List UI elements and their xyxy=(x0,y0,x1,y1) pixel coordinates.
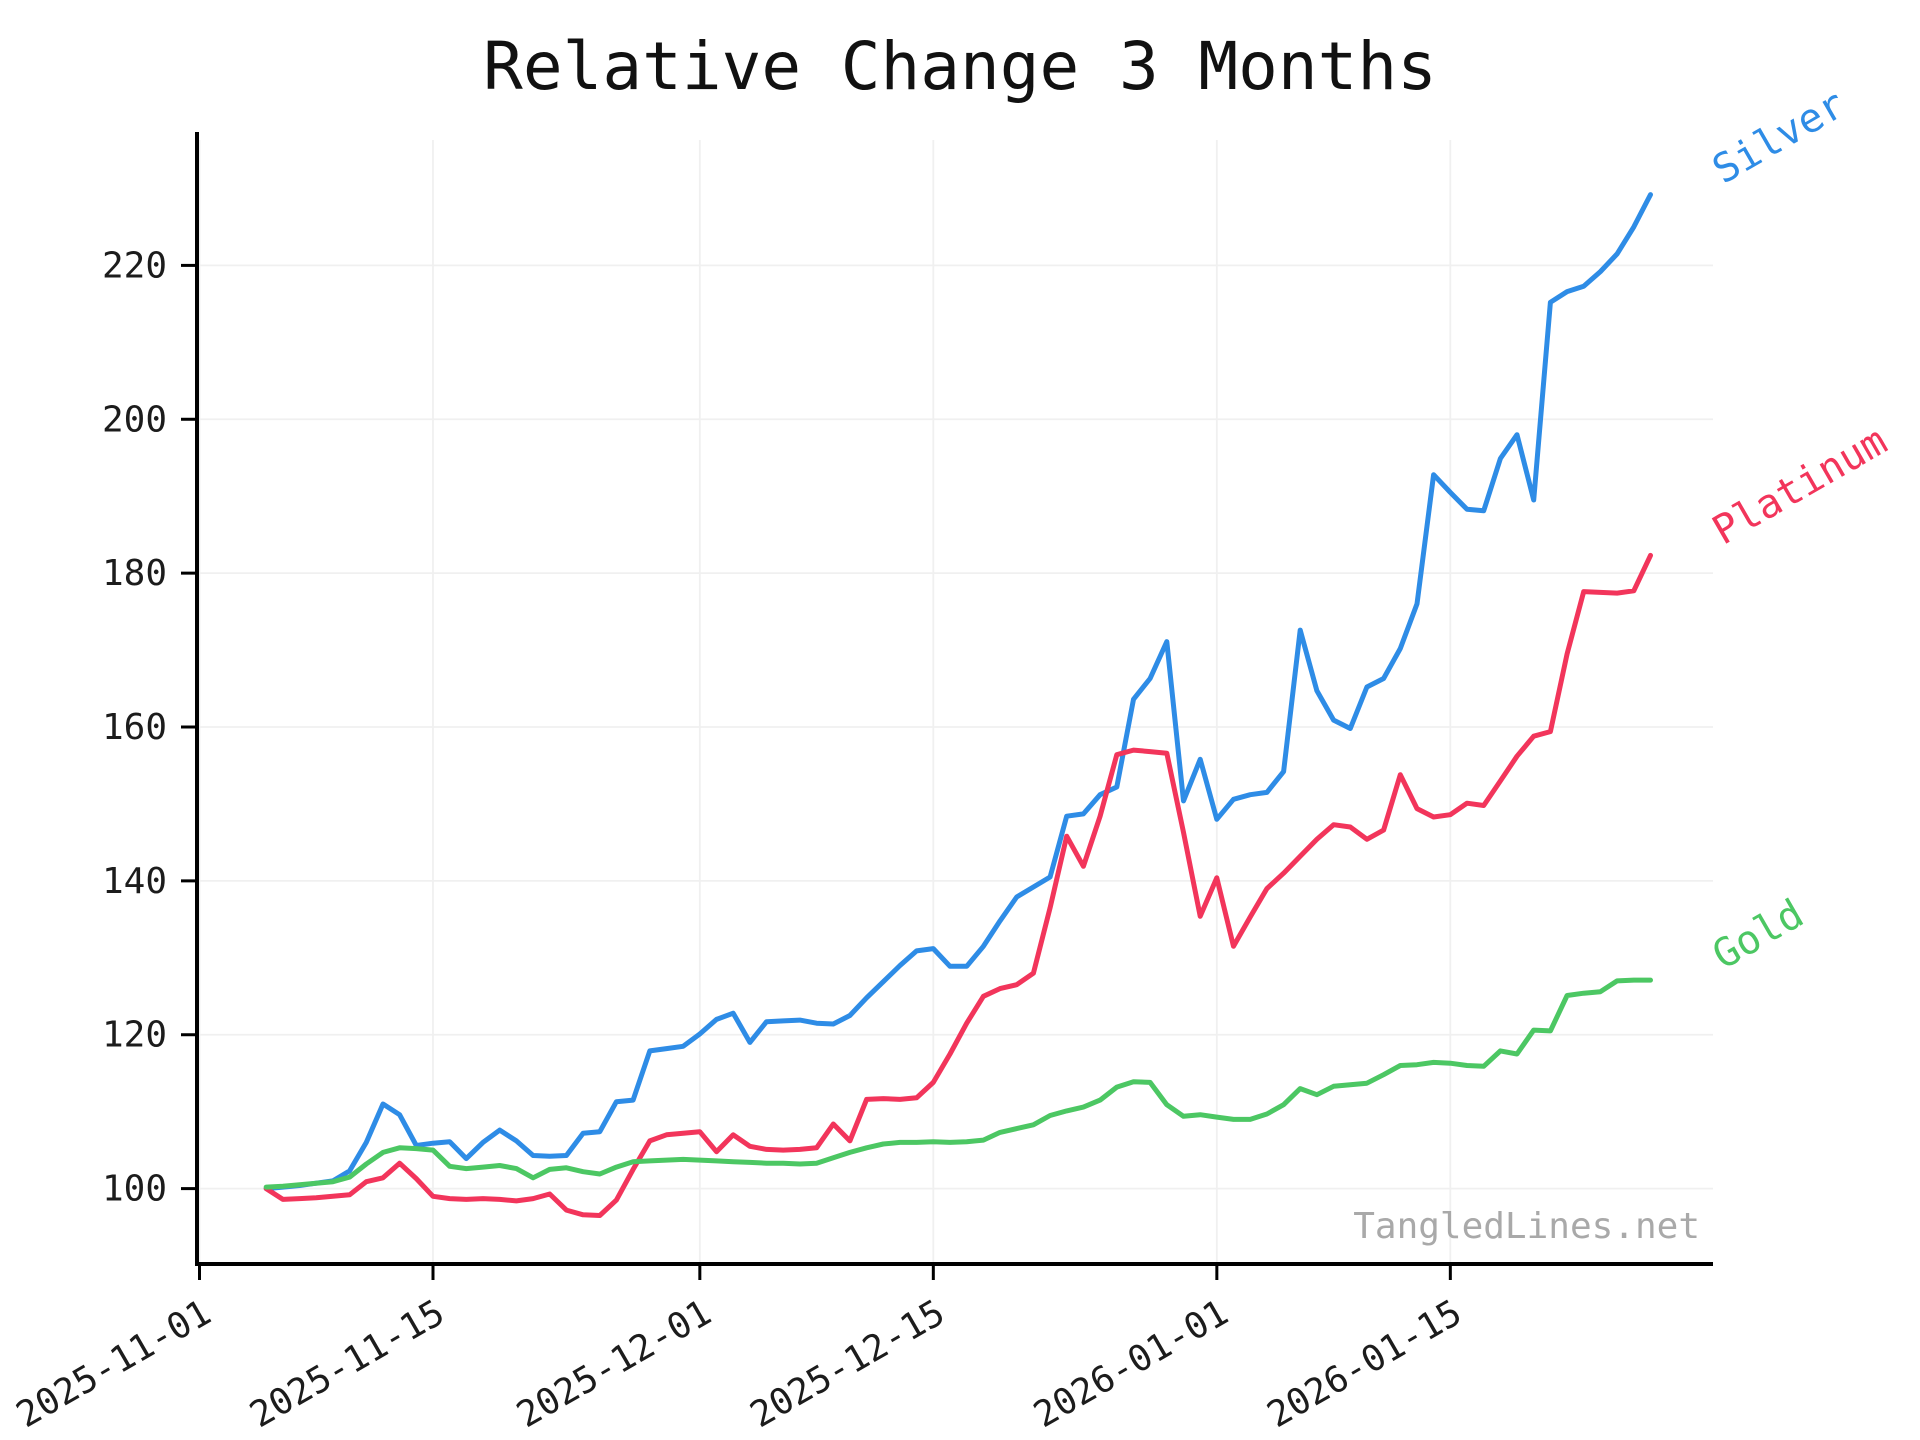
series-label-gold: Gold xyxy=(1705,891,1811,979)
y-tick-label: 140 xyxy=(102,861,167,902)
gridlines xyxy=(197,140,1713,1264)
series-line-platinum xyxy=(263,552,1653,1218)
x-tick-label: 2026-01-01 xyxy=(1027,1292,1235,1436)
y-tick-label: 220 xyxy=(102,245,167,286)
y-tick-label: 100 xyxy=(102,1169,167,1210)
y-axis: 100 120 140 160 180 200 220 xyxy=(102,245,197,1210)
x-tick-label: 2025-12-15 xyxy=(744,1292,952,1436)
chart-title: Relative Change 3 Months xyxy=(483,28,1437,105)
x-tick-label: 2025-12-01 xyxy=(510,1292,718,1436)
x-tick-label: 2026-01-15 xyxy=(1261,1292,1469,1436)
y-tick-label: 180 xyxy=(102,553,167,594)
series-line-gold xyxy=(263,977,1653,1190)
x-tick-label: 2025-11-15 xyxy=(243,1292,451,1436)
series-line-silver xyxy=(263,192,1653,1192)
x-axis: 2025-11-01 2025-11-15 2025-12-01 2025-12-15… xyxy=(10,1264,1469,1436)
watermark: TangledLines.net xyxy=(1353,1206,1700,1247)
y-tick-label: 120 xyxy=(102,1015,167,1056)
y-tick-label: 160 xyxy=(102,707,167,748)
y-tick-label: 200 xyxy=(102,399,167,440)
axes-spines xyxy=(195,132,1713,1266)
x-tick-label: 2025-11-01 xyxy=(10,1292,218,1436)
series-label-platinum: Platinum xyxy=(1705,418,1895,554)
